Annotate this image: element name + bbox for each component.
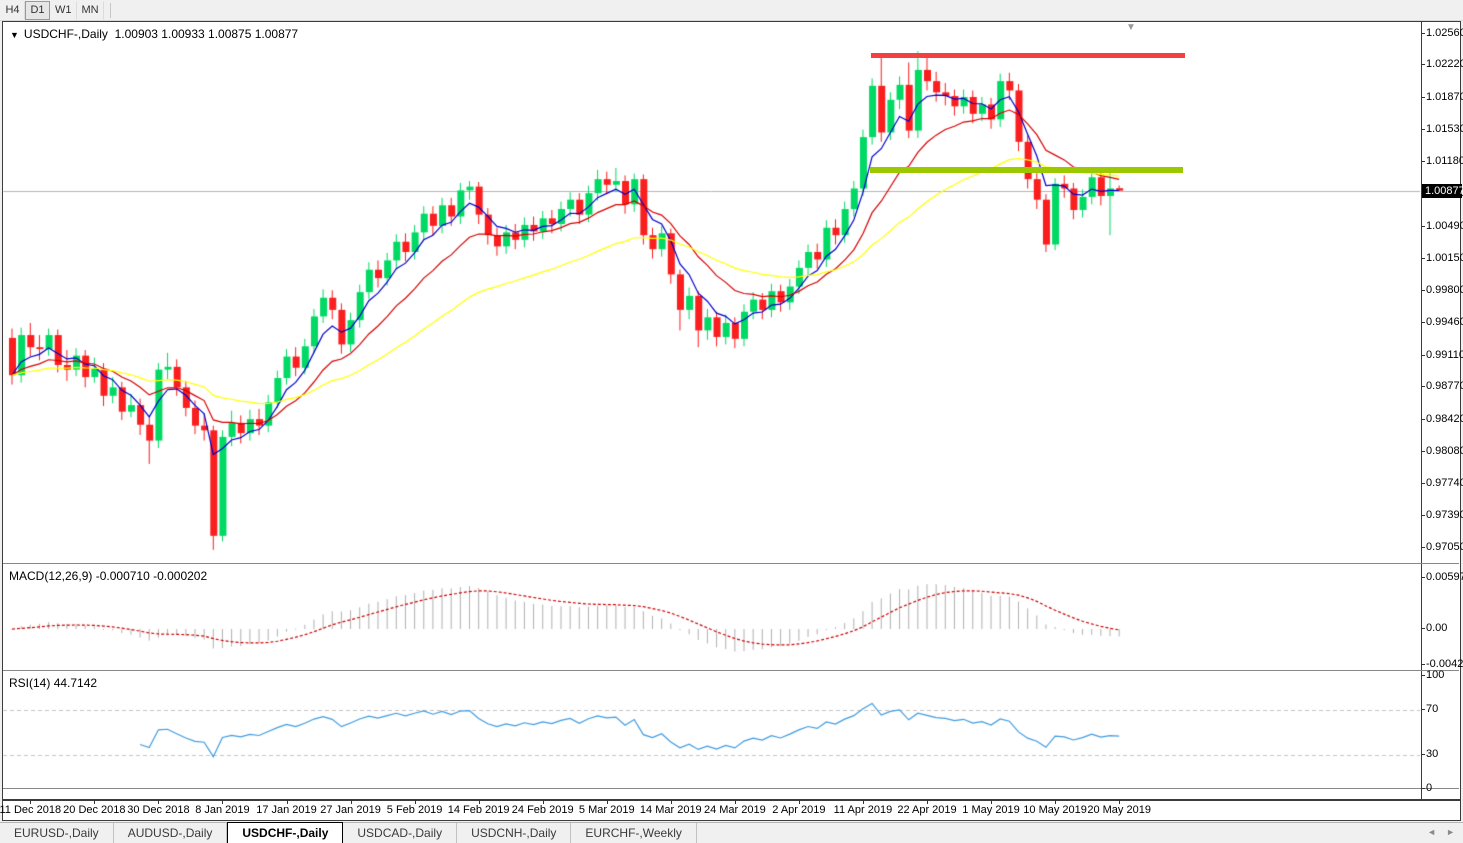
- chart-shift-marker-icon[interactable]: ▼: [1126, 22, 1136, 33]
- date-tick: [798, 800, 800, 804]
- date-label: 30 Dec 2018: [127, 804, 190, 816]
- date-label: 22 Apr 2019: [897, 804, 957, 816]
- price-tick: 0.98080: [1421, 445, 1463, 457]
- rsi-tick: 30: [1420, 748, 1439, 761]
- price-tick: 0.97050: [1421, 541, 1463, 553]
- date-label: 8 Jan 2019: [195, 804, 250, 816]
- date-label: 11 Dec 2018: [0, 804, 62, 816]
- price-tick: 1.00150: [1421, 252, 1463, 264]
- rsi-tick: 100: [1420, 669, 1445, 681]
- chart-title-ohlc: 1.00903 1.00933 1.00875 1.00877: [114, 27, 299, 41]
- date-tick: [286, 800, 288, 804]
- date-label: 11 Apr 2019: [833, 804, 893, 816]
- price-tick: 1.02220: [1421, 58, 1463, 70]
- collapse-arrow-icon[interactable]: ▼: [10, 30, 19, 40]
- date-tick: [542, 800, 544, 804]
- macd-label: MACD(12,26,9) -0.000710 -0.000202: [9, 569, 207, 583]
- date-tick: [414, 800, 416, 804]
- rsi-tick: 0: [1420, 782, 1433, 794]
- date-tick: [1119, 800, 1121, 804]
- chart-title: ▼ USDCHF-,Daily 1.00903 1.00933 1.00875 1…: [10, 27, 298, 41]
- macd-tick: -0.004243: [1421, 658, 1463, 670]
- pane-separator-rsi[interactable]: [3, 670, 1459, 671]
- price-tick: 0.99110: [1421, 348, 1463, 361]
- date-tick: [1055, 800, 1057, 804]
- tab-scroll-buttons[interactable]: ◄ ►: [1427, 827, 1455, 837]
- rsi-label: RSI(14) 44.7142: [9, 676, 97, 690]
- date-label: 5 Feb 2019: [386, 804, 443, 816]
- support-line[interactable]: [870, 166, 1183, 173]
- date-label: 20 May 2019: [1087, 804, 1151, 816]
- pane-separator-macd[interactable]: [3, 563, 1459, 564]
- tab-scroll-left-icon[interactable]: ◄: [1427, 827, 1437, 837]
- date-label: 24 Mar 2019: [703, 804, 766, 816]
- date-label: 5 Mar 2019: [578, 804, 635, 816]
- date-axis-border: [2, 799, 1461, 801]
- date-tick: [734, 800, 736, 804]
- price-tick: 0.98770: [1421, 380, 1463, 392]
- price-tick: 0.99800: [1421, 284, 1463, 296]
- price-axis-border: [1421, 21, 1422, 800]
- date-label: 14 Mar 2019: [639, 804, 702, 816]
- date-tick: [927, 800, 928, 804]
- date-label: 27 Jan 2019: [320, 804, 381, 816]
- macd-values: -0.000710 -0.000202: [95, 569, 208, 583]
- date-tick: [862, 800, 864, 804]
- date-label: 10 May 2019: [1023, 804, 1087, 816]
- price-tick: 1.01180: [1421, 155, 1463, 168]
- date-label: 14 Feb 2019: [447, 804, 510, 816]
- date-tick: [991, 800, 993, 804]
- rsi-value: 44.7142: [53, 676, 98, 690]
- price-tick: 1.01530: [1421, 123, 1463, 135]
- date-label: 1 May 2019: [962, 804, 1020, 816]
- price-tick: 1.00490: [1421, 220, 1463, 232]
- price-tick: 1.02560: [1421, 27, 1463, 39]
- current-price-tag: 1.00877: [1422, 183, 1463, 198]
- date-label: 20 Dec 2018: [63, 804, 126, 816]
- price-tick: 0.97390: [1421, 509, 1463, 521]
- date-tick: [30, 800, 32, 804]
- date-tick: [670, 800, 672, 804]
- price-tick: 1.01870: [1421, 91, 1463, 103]
- date-label: 17 Jan 2019: [256, 804, 317, 816]
- rsi-name: RSI(14): [9, 676, 51, 690]
- rsi-tick: 70: [1420, 702, 1439, 715]
- price-tick: 0.99460: [1421, 316, 1463, 328]
- tab-scroll-right-icon[interactable]: ►: [1446, 827, 1455, 837]
- price-tick: 0.98420: [1421, 413, 1463, 425]
- date-tick: [478, 800, 480, 804]
- date-tick: [158, 800, 160, 804]
- pane-separator-bottom: [3, 788, 1459, 789]
- date-tick: [350, 800, 352, 804]
- chart-title-symbol: USDCHF-,Daily: [23, 27, 108, 41]
- date-tick: [606, 800, 608, 804]
- price-tick: 0.97740: [1421, 477, 1463, 489]
- date-label: 2 Apr 2019: [772, 804, 826, 816]
- macd-tick: 0.00597: [1421, 571, 1463, 583]
- date-tick: [94, 800, 96, 804]
- macd-name: MACD(12,26,9): [9, 569, 93, 583]
- resistance-line[interactable]: [871, 53, 1185, 59]
- macd-tick: 0.00: [1420, 622, 1448, 634]
- date-label: 24 Feb 2019: [511, 804, 574, 816]
- date-tick: [222, 800, 224, 804]
